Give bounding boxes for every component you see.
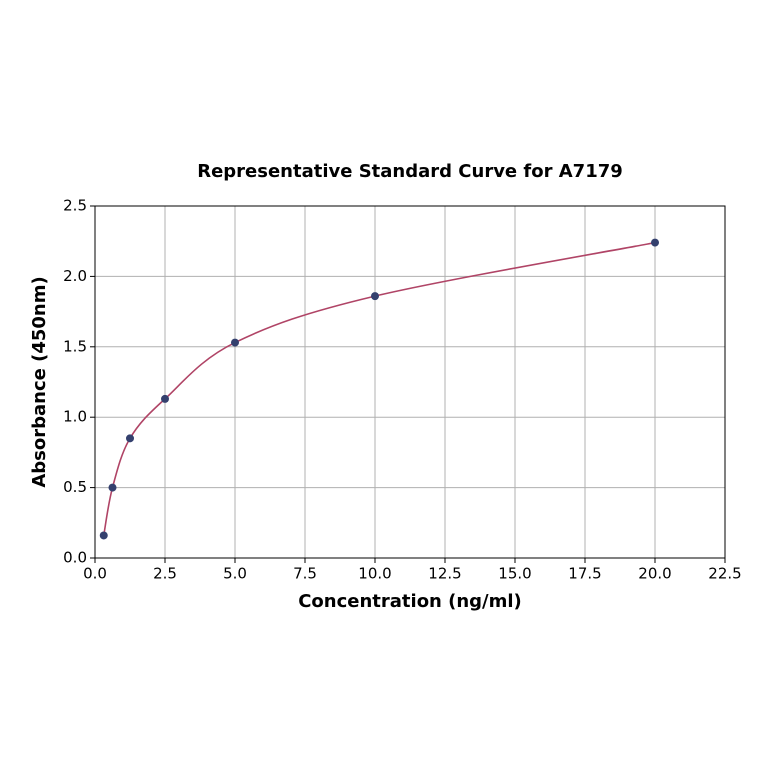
y-tick-label: 2.5 [63,197,87,215]
y-tick-label: 1.5 [63,337,87,355]
data-point [126,434,134,443]
data-point [99,531,108,540]
chart-title: Representative Standard Curve for A7179 [197,161,623,182]
plot-frame [94,205,726,559]
data-point [108,483,117,492]
fit-curve [102,241,656,536]
data-point [161,394,169,403]
x-tick-label: 17.5 [568,565,601,583]
x-tick-label: 15.0 [498,565,531,583]
x-tick-label: 10.0 [358,565,391,583]
y-tick-label: 2.0 [63,267,87,285]
x-tick-label: 7.5 [293,565,317,583]
x-tick-label: 2.5 [153,565,177,583]
x-axis-label: Concentration (ng/ml) [298,591,522,612]
data-point [371,292,379,301]
y-axis-label: Absorbance (450nm) [29,276,50,487]
data-point [231,338,239,347]
x-tick-label: 0.0 [83,565,107,583]
y-tick-label: 1.0 [63,408,87,426]
y-tick-label: 0.0 [63,549,87,567]
data-point [651,238,659,247]
x-tick-label: 12.5 [428,565,461,583]
x-tick-label: 20.0 [638,565,671,583]
x-tick-label: 22.5 [708,565,741,583]
y-tick-label: 0.5 [63,478,87,496]
x-tick-label: 5.0 [223,565,247,583]
